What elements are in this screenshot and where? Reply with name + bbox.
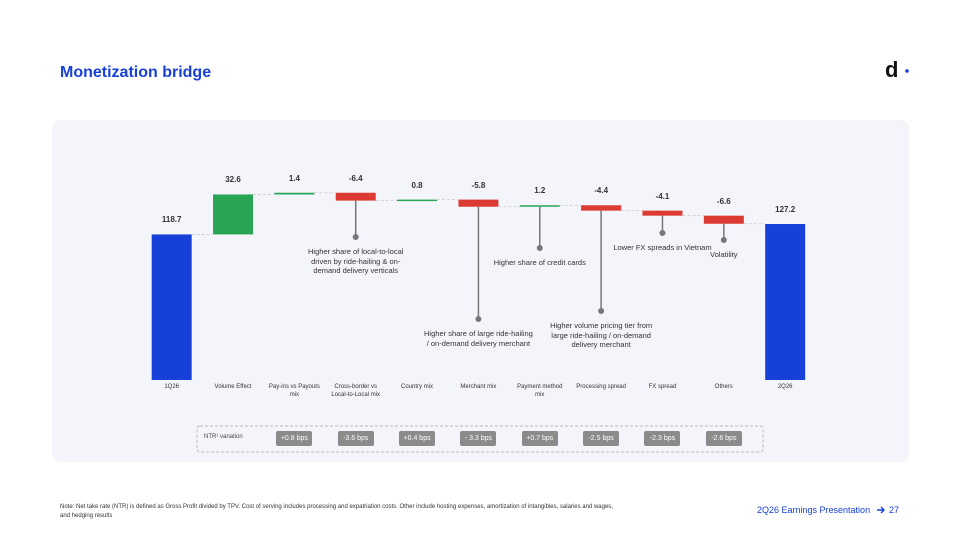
value-label: -6.4: [348, 173, 363, 183]
bar: [581, 205, 622, 211]
category-label: Payment method mix: [517, 384, 563, 398]
arrow-icon: [877, 506, 885, 514]
leader-dot: [352, 234, 359, 240]
category-label: 1Q26: [164, 384, 180, 390]
value-label: 127.2: [775, 205, 796, 214]
category-label: Merchant mix: [460, 384, 497, 390]
leader-dot: [598, 308, 605, 314]
title: Monetization bridge: [60, 64, 212, 81]
bar: [335, 192, 376, 201]
value-label: -4.1: [655, 191, 670, 201]
bar: [274, 192, 315, 195]
leader-dot: [475, 316, 482, 322]
category-label: Volume Effect: [214, 384, 252, 390]
annotation: Higher volume pricing tier from large ri…: [550, 321, 653, 349]
ntr-badge: +0.4 bps: [399, 431, 436, 446]
logo: d: [885, 57, 899, 82]
value-label: -4.4: [594, 186, 609, 196]
value-label: 32.6: [225, 175, 241, 185]
bar: [703, 215, 744, 224]
ntr-label: NTR¹ variation: [204, 434, 243, 440]
leader-dot: [659, 230, 666, 236]
value-label: 118.7: [161, 215, 182, 225]
annotation: Volatility: [710, 250, 738, 259]
value-label: 1.4: [288, 173, 300, 183]
ntr-box: [196, 425, 764, 453]
ntr-badge: -3.6 bps: [337, 431, 374, 446]
leader-dot: [720, 237, 727, 243]
bar: [519, 205, 560, 207]
page-number: 27: [889, 505, 900, 515]
value-label: -6.6: [716, 196, 731, 206]
category-label: Country mix: [401, 384, 434, 390]
category-label: Pay-ins vs Payouts mix: [268, 384, 320, 398]
value-label: 1.2: [534, 186, 546, 196]
bar: [765, 224, 806, 380]
annotation: Higher share of credit cards: [493, 258, 586, 267]
ntr-badge: - 3.3 bps: [460, 431, 497, 446]
bar: [213, 194, 254, 235]
ntr-badge: -2.6 bps: [705, 431, 742, 446]
footer-title: 2Q26 Earnings Presentation: [757, 505, 871, 515]
value-label: -5.8: [471, 180, 486, 190]
panel: [52, 120, 909, 462]
ntr-badge: -2.3 bps: [644, 431, 681, 446]
bar: [151, 234, 192, 380]
value-label: 0.8: [411, 180, 423, 190]
bar: [642, 210, 683, 216]
footnote: Note: Net take rate (NTR) is defined as …: [60, 504, 613, 519]
ntr-badge: -2.5 bps: [583, 431, 620, 446]
category-label: 2Q26: [777, 384, 793, 390]
bar: [397, 199, 438, 202]
ntr-badge: +0.7 bps: [521, 431, 558, 446]
logo-dot: [905, 69, 909, 73]
category-label: Others: [714, 384, 733, 390]
leader-dot: [536, 245, 543, 251]
annotation: Higher share of local-to-local driven by…: [307, 247, 404, 275]
category-label: Processing spread: [576, 384, 626, 390]
bar: [458, 199, 499, 207]
annotation: Higher share of large ride-hailing / on-…: [424, 329, 533, 348]
category-label: FX spread: [648, 384, 677, 390]
ntr-badge: +0.8 bps: [276, 431, 313, 446]
category-label: Cross-border vs Local-to-Local mix: [331, 384, 381, 398]
annotation: Lower FX spreads in Vietnam: [613, 243, 712, 252]
